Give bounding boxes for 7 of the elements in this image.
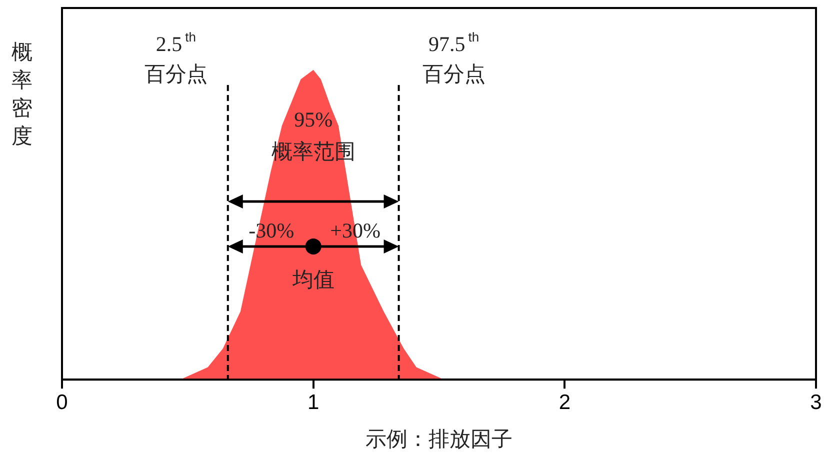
x-axis-title: 示例：排放因子: [366, 426, 512, 451]
x-tick-label: 1: [307, 390, 320, 414]
x-tick-label: 0: [56, 390, 68, 414]
y-axis-title: 概率密度: [10, 39, 34, 150]
x-tick-label: 3: [810, 390, 822, 414]
x-tick-label: 2: [558, 390, 571, 414]
annotation: 均值: [291, 267, 334, 292]
